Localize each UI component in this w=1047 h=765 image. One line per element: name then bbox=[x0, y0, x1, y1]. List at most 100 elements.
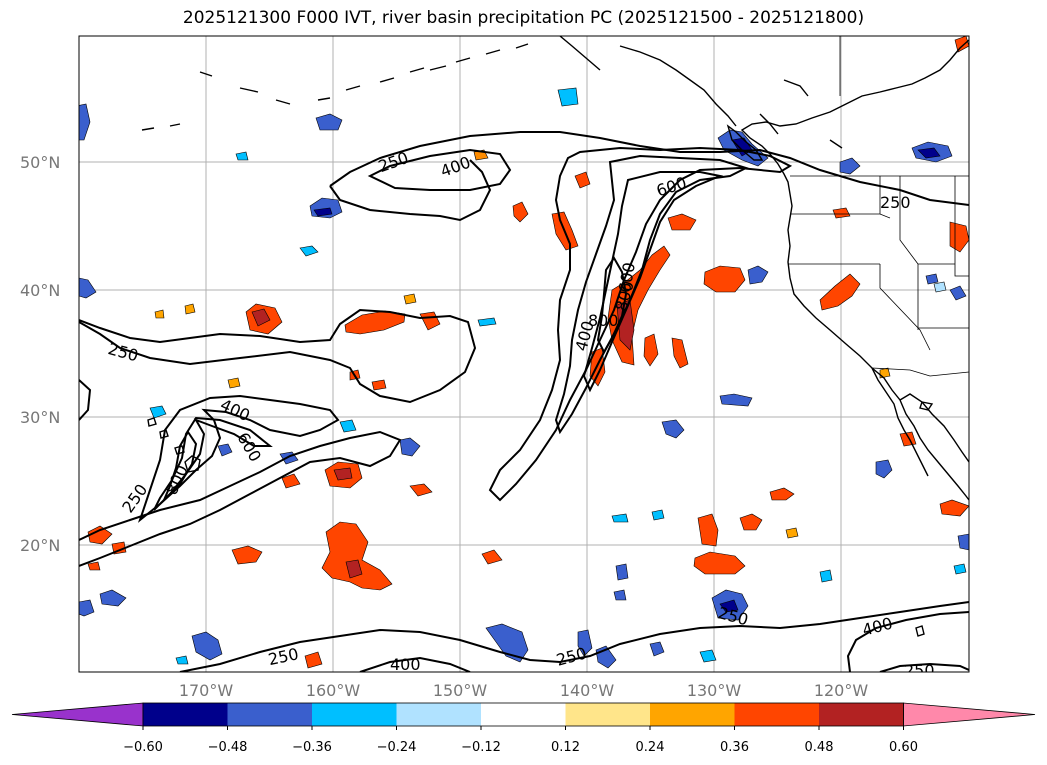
colorbar-tick-label: −0.60 bbox=[123, 740, 163, 755]
pos-patch bbox=[371, 379, 387, 391]
pos-patch bbox=[409, 483, 433, 497]
island-hawaii-kauai bbox=[147, 417, 157, 427]
contour-400-south bbox=[359, 656, 471, 672]
pos-patch bbox=[87, 525, 113, 545]
contour-250-se bbox=[879, 662, 969, 672]
colorbar-cell bbox=[481, 703, 566, 726]
border-mexico bbox=[871, 367, 969, 377]
neg-patch bbox=[217, 443, 233, 457]
coastline-gulf-california bbox=[899, 393, 969, 463]
colorbar: −0.60 −0.48 −0.36 −0.24 −0.12 0.12 0.24 0.36 0.4… bbox=[11, 702, 1036, 755]
colorbar-cell bbox=[565, 703, 650, 726]
neg-patch bbox=[315, 113, 343, 131]
colorbar-tick-label: −0.12 bbox=[461, 740, 501, 755]
borders bbox=[788, 36, 969, 377]
contour-250-west-lower bbox=[79, 430, 402, 567]
neg-patch bbox=[79, 277, 97, 299]
lat-label-50n: 50°N bbox=[20, 153, 60, 172]
coastline-bc bbox=[759, 79, 843, 149]
colorbar-extend-left bbox=[11, 702, 144, 727]
colorbar-cells bbox=[11, 702, 1036, 727]
pos-patch bbox=[321, 521, 393, 591]
neg-patch bbox=[839, 157, 861, 175]
contour-label-400: 400 bbox=[390, 655, 421, 674]
pos-patch bbox=[819, 273, 861, 311]
colorbar-frame bbox=[142, 702, 904, 727]
pos-patch bbox=[184, 303, 196, 315]
pos-patch bbox=[251, 308, 271, 327]
contour-800-west bbox=[163, 430, 198, 501]
pos-patch bbox=[667, 213, 697, 231]
pos-patch bbox=[481, 549, 503, 565]
neg-patch bbox=[719, 599, 739, 613]
contour-400-se bbox=[846, 611, 969, 672]
pos-patch bbox=[671, 337, 689, 369]
neg-patch bbox=[957, 533, 969, 551]
coastline-aleutians-2 bbox=[429, 43, 529, 71]
map-frame bbox=[78, 35, 970, 673]
colorbar-cell bbox=[396, 703, 481, 726]
neg-patch bbox=[299, 245, 319, 257]
colorbar-cell bbox=[734, 703, 819, 726]
island-central bbox=[915, 625, 925, 637]
lon-label-130w: 130°W bbox=[687, 681, 742, 700]
colorbar-cell bbox=[312, 703, 397, 726]
colorbar-tick-label: −0.24 bbox=[377, 740, 417, 755]
pos-patch bbox=[939, 499, 969, 517]
pos-patch bbox=[512, 201, 529, 223]
neg-patch bbox=[933, 281, 947, 293]
colorbar-tick-label: 0.12 bbox=[551, 740, 580, 755]
latitude-labels: 50°N 40°N 30°N 20°N bbox=[20, 153, 60, 555]
neg-patch bbox=[661, 419, 685, 439]
neg-patch bbox=[339, 419, 357, 433]
border-east bbox=[918, 176, 969, 329]
lon-label-170w: 170°W bbox=[179, 681, 234, 700]
contour-250-north-lobe bbox=[329, 159, 492, 222]
neg-patch bbox=[747, 265, 769, 285]
pos-patch bbox=[697, 513, 719, 547]
pos-patch bbox=[154, 309, 165, 319]
coastline-north-america bbox=[740, 39, 969, 501]
map-title: 2025121300 F000 IVT, river basin precipi… bbox=[182, 8, 865, 28]
colorbar-ticks: −0.60 −0.48 −0.36 −0.24 −0.12 0.12 0.24 0.36 0.4… bbox=[123, 726, 918, 755]
neg-patch bbox=[875, 459, 893, 479]
pos-patch bbox=[769, 487, 795, 501]
border-ca-nv bbox=[879, 264, 931, 351]
coastline-alaska-islands bbox=[619, 45, 737, 127]
neg-patch bbox=[79, 599, 95, 617]
neg-patch bbox=[477, 317, 497, 327]
colorbar-tick-label: −0.36 bbox=[292, 740, 332, 755]
neg-patch bbox=[719, 393, 753, 407]
colorbar-cell bbox=[819, 703, 904, 726]
colorbar-cell bbox=[650, 703, 735, 726]
pos-patch bbox=[693, 551, 746, 575]
neg-patch bbox=[577, 629, 593, 657]
coastlines bbox=[141, 36, 969, 637]
contour-600-central bbox=[582, 171, 724, 393]
lat-label-20n: 20°N bbox=[20, 536, 60, 555]
contour-250-central bbox=[488, 146, 793, 502]
colorbar-tick-label: 0.60 bbox=[889, 740, 918, 755]
neg-patch bbox=[925, 273, 939, 285]
contour-label-250: 250 bbox=[880, 193, 911, 212]
neg-patch bbox=[399, 437, 421, 457]
ivt-contours bbox=[79, 131, 969, 672]
pos-patch bbox=[345, 559, 363, 579]
lon-label-140w: 140°W bbox=[560, 681, 615, 700]
neg-patch bbox=[191, 631, 223, 661]
neg-patch bbox=[819, 569, 833, 583]
neg-patch bbox=[699, 649, 717, 663]
colorbar-tick-label: 0.24 bbox=[636, 740, 665, 755]
neg-patch bbox=[917, 147, 941, 159]
map-area: 250 400 600 250 800 600 400 800 250 400 … bbox=[78, 35, 970, 674]
neg-patch bbox=[651, 509, 665, 521]
pos-patch bbox=[333, 467, 353, 481]
coastline-alaska-2 bbox=[559, 36, 601, 71]
contour-400-central bbox=[554, 154, 749, 435]
pos-patch bbox=[281, 473, 301, 489]
neg-patch bbox=[99, 589, 127, 607]
colorbar-cell bbox=[143, 703, 228, 726]
neg-patch bbox=[613, 589, 627, 601]
colorbar-extend-right bbox=[903, 702, 1036, 727]
colorbar-cell bbox=[227, 703, 312, 726]
